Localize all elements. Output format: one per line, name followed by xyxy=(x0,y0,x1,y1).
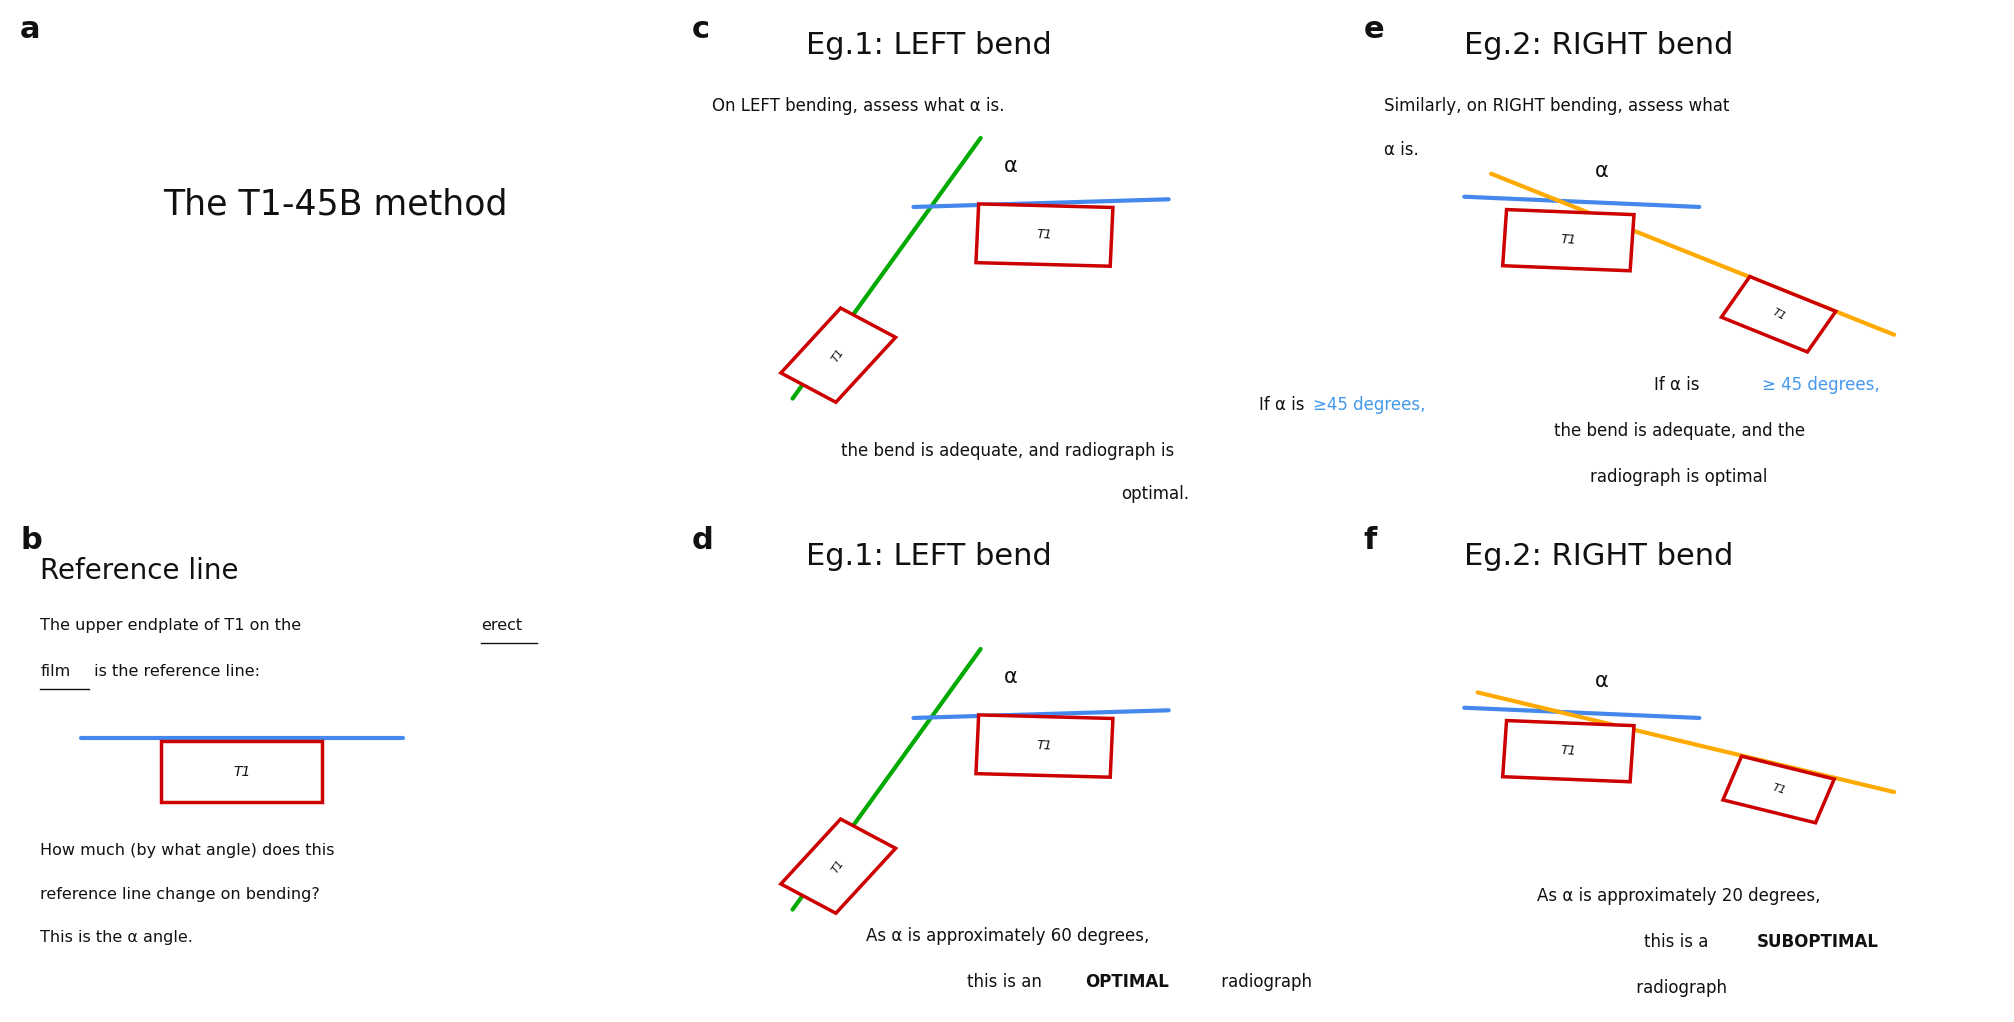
Text: T1: T1 xyxy=(234,764,250,779)
Text: c: c xyxy=(691,15,709,44)
Text: How much (by what angle) does this: How much (by what angle) does this xyxy=(40,843,334,858)
Text: If α is: If α is xyxy=(1259,397,1309,414)
Text: radiograph: radiograph xyxy=(1214,973,1311,991)
Text: T1: T1 xyxy=(1770,783,1786,796)
Polygon shape xyxy=(975,204,1112,266)
Text: d: d xyxy=(691,526,713,555)
Text: erect: erect xyxy=(481,618,522,634)
Text: Eg.1: LEFT bend: Eg.1: LEFT bend xyxy=(806,542,1051,570)
Text: Eg.2: RIGHT bend: Eg.2: RIGHT bend xyxy=(1464,31,1732,59)
Text: If α is: If α is xyxy=(1653,375,1704,393)
Text: is the reference line:: is the reference line: xyxy=(89,664,260,680)
Text: T1: T1 xyxy=(830,857,846,875)
Text: reference line change on bending?: reference line change on bending? xyxy=(40,886,320,901)
Text: OPTIMAL: OPTIMAL xyxy=(1084,973,1168,991)
Text: the bend is adequate, and radiograph is: the bend is adequate, and radiograph is xyxy=(840,442,1174,460)
Text: e: e xyxy=(1363,15,1384,44)
Polygon shape xyxy=(161,741,322,802)
Text: optimal.: optimal. xyxy=(1120,485,1188,504)
Polygon shape xyxy=(781,308,894,403)
Text: As α is approximately 20 degrees,: As α is approximately 20 degrees, xyxy=(1537,886,1821,904)
Text: this is an: this is an xyxy=(967,973,1047,991)
Text: This is the α angle.: This is the α angle. xyxy=(40,930,193,945)
Polygon shape xyxy=(781,819,894,914)
Text: f: f xyxy=(1363,526,1376,555)
Text: SUBOPTIMAL: SUBOPTIMAL xyxy=(1756,932,1877,950)
Polygon shape xyxy=(1720,277,1835,352)
Text: Eg.2: RIGHT bend: Eg.2: RIGHT bend xyxy=(1464,542,1732,570)
Text: the bend is adequate, and the: the bend is adequate, and the xyxy=(1553,421,1805,439)
Text: Reference line: Reference line xyxy=(40,557,240,585)
Text: a: a xyxy=(20,15,40,44)
Text: T1: T1 xyxy=(830,346,846,364)
Polygon shape xyxy=(975,715,1112,777)
Text: film: film xyxy=(40,664,70,680)
Text: As α is approximately 60 degrees,: As α is approximately 60 degrees, xyxy=(866,928,1148,945)
Text: On LEFT bending, assess what α is.: On LEFT bending, assess what α is. xyxy=(711,97,1003,115)
Text: radiograph: radiograph xyxy=(1631,979,1726,996)
Text: ≥ 45 degrees,: ≥ 45 degrees, xyxy=(1762,375,1879,393)
Text: α: α xyxy=(1003,156,1017,176)
Text: T1: T1 xyxy=(1768,307,1786,322)
Text: The T1-45B method: The T1-45B method xyxy=(163,187,508,222)
Polygon shape xyxy=(1722,756,1833,823)
Text: α: α xyxy=(1595,161,1607,181)
Text: α: α xyxy=(1003,667,1017,687)
Text: T1: T1 xyxy=(1035,739,1051,753)
Text: b: b xyxy=(20,526,42,555)
Text: this is a: this is a xyxy=(1643,932,1714,950)
Text: The upper endplate of T1 on the: The upper endplate of T1 on the xyxy=(40,618,306,634)
Text: α is.: α is. xyxy=(1384,140,1418,158)
Text: Eg.1: LEFT bend: Eg.1: LEFT bend xyxy=(806,31,1051,59)
Text: ≥45 degrees,: ≥45 degrees, xyxy=(1313,397,1424,414)
Text: T1: T1 xyxy=(1035,228,1051,242)
Text: T1: T1 xyxy=(1559,744,1575,758)
Polygon shape xyxy=(1502,721,1633,782)
Text: α: α xyxy=(1595,670,1607,691)
Text: Similarly, on RIGHT bending, assess what: Similarly, on RIGHT bending, assess what xyxy=(1384,97,1728,115)
Polygon shape xyxy=(1502,210,1633,271)
Text: T1: T1 xyxy=(1559,233,1575,247)
Text: radiograph is optimal: radiograph is optimal xyxy=(1589,468,1766,485)
